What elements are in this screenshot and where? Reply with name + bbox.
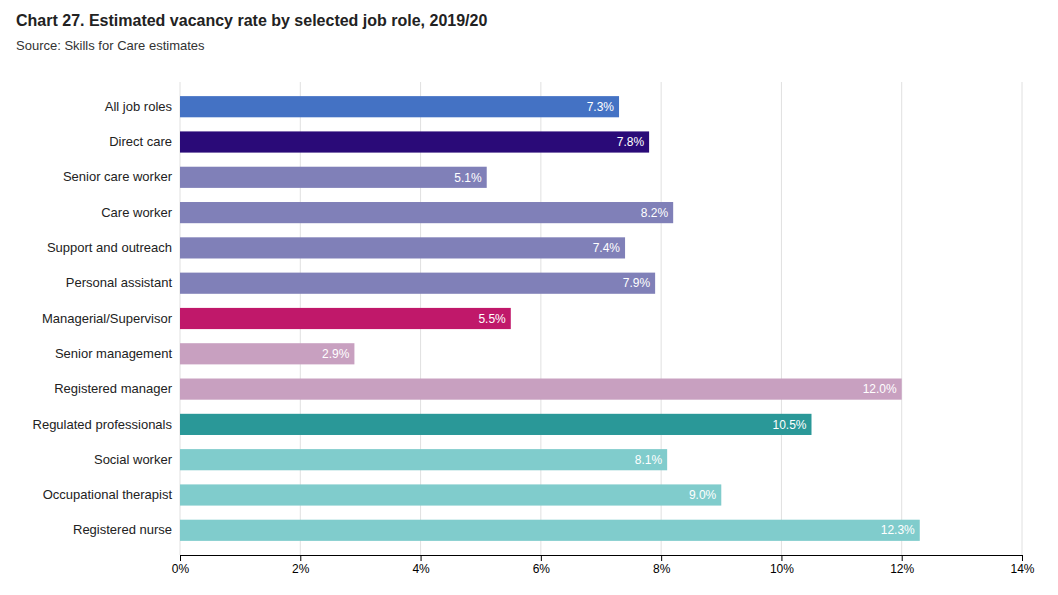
grid-line <box>540 82 541 555</box>
grid-line <box>661 82 662 555</box>
y-tick: Registered manager <box>54 381 172 396</box>
y-tick: Personal assistant <box>66 275 173 290</box>
bar <box>180 167 487 188</box>
grid <box>180 82 1022 555</box>
x-tick-mark <box>902 555 903 561</box>
bars <box>180 96 920 541</box>
x-tick-label: 10% <box>770 562 794 576</box>
x-tick: 8% <box>653 555 671 576</box>
x-tick-mark <box>1022 555 1023 561</box>
y-tick: Senior management <box>55 346 172 361</box>
x-tick-label: 2% <box>292 562 310 576</box>
y-tick: Social worker <box>94 452 173 467</box>
y-tick-label: Social worker <box>94 452 173 467</box>
x-tick-label: 12% <box>890 562 914 576</box>
y-tick: Direct care <box>109 134 172 149</box>
y-tick-label: Occupational therapist <box>43 487 173 502</box>
y-tick-label: Senior care worker <box>63 169 173 184</box>
x-tick-mark <box>300 555 301 561</box>
y-tick: All job roles <box>105 99 173 114</box>
data-label: 12.3% <box>881 523 915 537</box>
x-tick-mark <box>421 555 422 561</box>
y-tick: Care worker <box>101 205 172 220</box>
x-axis-line <box>181 556 1023 562</box>
x-axis: 0% 2% 4% 6% 8% 10% 12% 14% <box>172 555 1035 576</box>
x-tick: 14% <box>1010 555 1034 576</box>
x-tick-mark <box>180 555 181 561</box>
bar <box>180 449 667 470</box>
data-label: 7.9% <box>623 276 651 290</box>
y-tick-label: Regulated professionals <box>33 417 173 432</box>
data-label: 12.0% <box>863 382 897 396</box>
data-label: 2.9% <box>322 347 350 361</box>
grid-line <box>781 82 782 555</box>
y-tick-label: Personal assistant <box>66 275 173 290</box>
x-tick-mark <box>781 555 782 561</box>
bar <box>180 131 649 152</box>
plot: 0% 2% 4% 6% 8% 10% 12% 14% Registered nurse Occup… <box>33 82 1035 576</box>
y-axis: Registered nurse Occupational therapist So… <box>33 99 173 538</box>
x-tick: 10% <box>770 555 794 576</box>
x-tick: 4% <box>412 555 430 576</box>
data-label: 7.3% <box>587 100 615 114</box>
title: Chart 27. Estimated vacancy rate by sele… <box>16 12 487 29</box>
y-tick: Senior care worker <box>63 169 173 184</box>
y-tick: Registered nurse <box>73 522 172 537</box>
bar <box>180 96 619 117</box>
bar <box>180 308 511 329</box>
x-tick-label: 0% <box>172 562 190 576</box>
y-tick-label: Managerial/Supervisor <box>42 311 173 326</box>
data-label: 10.5% <box>772 418 806 432</box>
y-tick: Managerial/Supervisor <box>42 311 173 326</box>
x-tick-label: 8% <box>653 562 671 576</box>
x-tick-label: 4% <box>412 562 430 576</box>
x-tick-mark <box>541 555 542 561</box>
x-tick-label: 14% <box>1010 562 1034 576</box>
bar <box>180 237 625 258</box>
y-tick-label: Care worker <box>101 205 172 220</box>
data-label: 5.1% <box>454 171 482 185</box>
subtitle: Source: Skills for Care estimates <box>16 38 205 53</box>
data-label: 8.2% <box>641 206 669 220</box>
y-tick-label: Senior management <box>55 346 172 361</box>
grid-line <box>1022 82 1023 555</box>
y-tick: Support and outreach <box>47 240 172 255</box>
y-tick-label: Registered nurse <box>73 522 172 537</box>
x-tick-mark <box>661 555 662 561</box>
bar <box>180 484 721 505</box>
y-tick-label: Support and outreach <box>47 240 172 255</box>
y-tick: Occupational therapist <box>43 487 173 502</box>
chart: Chart 27. Estimated vacancy rate by sele… <box>0 0 1058 595</box>
bar <box>180 414 812 435</box>
y-tick-label: All job roles <box>105 99 173 114</box>
x-tick: 2% <box>292 555 310 576</box>
bar <box>180 343 354 364</box>
data-labels: 12.3% 9.0% 8.1% 10.5% 12.0% 2.9% 5.5% 7.9% 7.4% 8… <box>322 100 915 538</box>
bar <box>180 202 673 223</box>
data-label: 7.4% <box>593 241 621 255</box>
data-label: 9.0% <box>689 488 717 502</box>
x-tick: 12% <box>890 555 914 576</box>
x-tick-label: 6% <box>533 562 551 576</box>
data-label: 8.1% <box>635 453 663 467</box>
bar <box>180 520 920 541</box>
data-label: 5.5% <box>478 312 506 326</box>
bar <box>180 379 902 400</box>
grid-line <box>901 82 902 555</box>
y-tick: Regulated professionals <box>33 417 173 432</box>
y-tick-label: Registered manager <box>54 381 172 396</box>
bar <box>180 273 655 294</box>
data-label: 7.8% <box>617 135 645 149</box>
y-tick-label: Direct care <box>109 134 172 149</box>
x-tick: 0% <box>172 555 190 576</box>
x-tick: 6% <box>533 555 551 576</box>
